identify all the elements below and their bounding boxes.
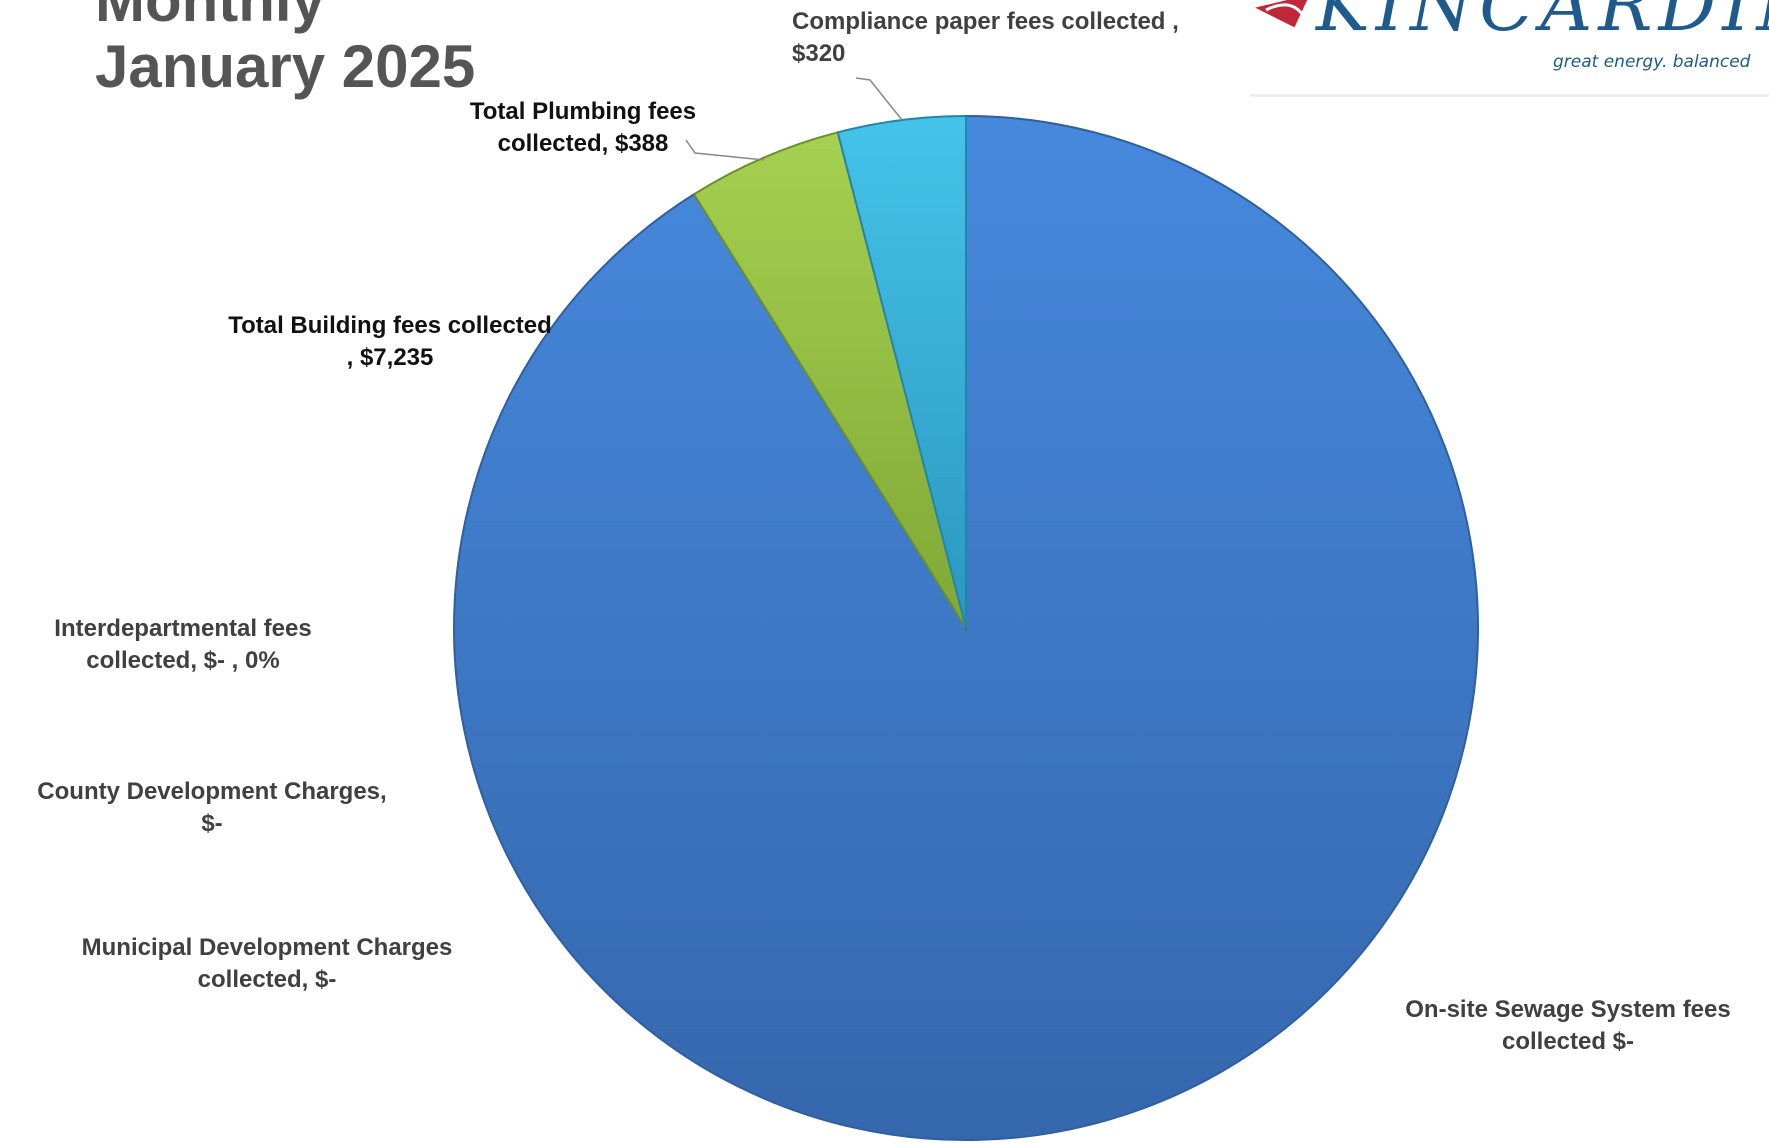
slice-label-line: Interdepartmental fees: [54, 615, 311, 642]
slice-label-line: $-: [201, 810, 222, 837]
slice-label-line: On-site Sewage System fees: [1405, 996, 1730, 1023]
page-title: Monthly January 2025: [95, 0, 475, 100]
slice-label-line: $320: [792, 40, 845, 67]
slice-label-compliance-paper-fees-collected: Compliance paper fees collected , $320: [792, 8, 1179, 67]
slice-label-total-plumbing-fees-collected: Total Plumbing fees collected, $388: [470, 98, 696, 157]
slice-label-line: collected, $- , 0%: [86, 647, 279, 674]
slice-label-line: Total Plumbing fees: [470, 98, 696, 125]
slice-label-municipal-development-charges-collected: Municipal Development Charges collected, …: [82, 934, 453, 993]
slice-label-line: , $7,235: [347, 344, 434, 371]
slice-label-on-site-sewage-system-fees-collected: On-site Sewage System fees collected $-: [1405, 996, 1730, 1055]
logo-wordmark: KINCARDINE: [1314, 0, 1769, 47]
slice-label-total-building-fees-collected: Total Building fees collected , $7,235: [228, 312, 552, 371]
slice-label-line: County Development Charges,: [37, 778, 386, 805]
logo-wordmark-graphic: KINCARDINE: [1255, 0, 1769, 47]
page-title-line-2: January 2025: [95, 33, 476, 100]
slice-label-line: Municipal Development Charges: [82, 934, 453, 961]
slice-label-interdepartmental-fees-collected: Interdepartmental fees collected, $- , 0%: [54, 615, 311, 674]
kincardine-logo: KINCARDINE great energy. balanced: [1250, 0, 1769, 97]
logo-tagline: great energy. balanced: [1553, 52, 1751, 72]
slice-label-line: collected, $-: [198, 966, 337, 993]
slice-label-county-development-charges: County Development Charges, $-: [37, 778, 386, 837]
slice-label-line: collected $-: [1502, 1028, 1634, 1055]
leader-line-compliance: [855, 77, 903, 121]
page-title-line-1: Monthly: [95, 0, 325, 34]
slice-label-line: Compliance paper fees collected ,: [792, 8, 1179, 35]
slice-label-line: Total Building fees collected: [228, 312, 552, 339]
leader-line-plumbing: [685, 139, 765, 161]
pie-slice-total-plumbing-fees-collected: [692, 131, 967, 629]
slice-label-line: collected, $388: [498, 130, 669, 157]
